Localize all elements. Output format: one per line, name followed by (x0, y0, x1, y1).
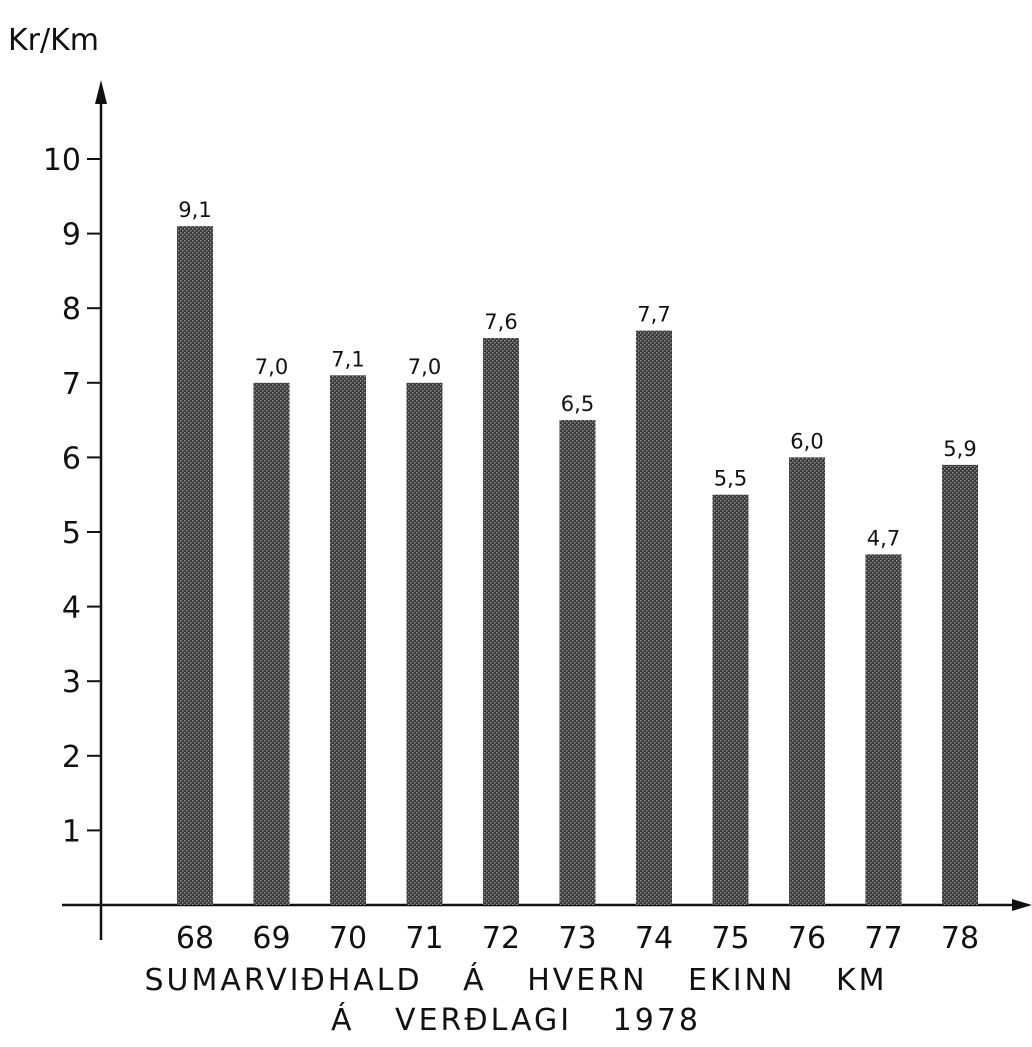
chart-caption-line2: Á VERÐLAGI 1978 (330, 1003, 701, 1038)
bar-value-label: 6,5 (561, 392, 594, 416)
bar (177, 226, 213, 905)
x-tick-label: 70 (329, 921, 367, 956)
y-tick-label: 7 (62, 367, 81, 402)
bar (712, 494, 749, 905)
bar (636, 330, 672, 906)
bar-value-label: 7,0 (255, 355, 288, 379)
bar (789, 457, 825, 905)
bar-value-label: 6,0 (790, 429, 823, 453)
x-tick-label: 71 (405, 921, 443, 956)
axes (62, 80, 1032, 940)
x-tick-label: 74 (635, 921, 673, 956)
x-tick-label: 68 (176, 921, 214, 956)
bar (330, 375, 366, 906)
bar (865, 554, 902, 905)
x-axis-arrow (1012, 899, 1032, 911)
bar-value-label: 9,1 (178, 198, 211, 222)
bars (177, 226, 978, 906)
y-tick-label: 2 (62, 740, 81, 775)
bar-value-label: 7,6 (484, 310, 517, 334)
y-tick-label: 4 (62, 591, 81, 626)
y-tick-label: 10 (43, 143, 81, 178)
x-tick-label: 73 (558, 921, 596, 956)
bar (406, 382, 443, 905)
x-tick-label: 72 (482, 921, 520, 956)
bar-value-label: 7,1 (331, 347, 364, 371)
x-tick-label: 75 (711, 921, 749, 956)
x-tick-label: 76 (788, 921, 826, 956)
bar-value-label: 7,0 (408, 355, 441, 379)
x-tick-label: 69 (252, 921, 290, 956)
y-tick-label: 3 (62, 665, 81, 700)
bar (483, 338, 519, 905)
bar (253, 382, 290, 905)
y-tick-label: 5 (62, 516, 81, 551)
bar-value-label: 5,9 (943, 437, 976, 461)
bar (942, 464, 978, 905)
bar (559, 420, 596, 905)
bar-value-label: 5,5 (714, 467, 747, 491)
y-unit-label: Kr/Km (8, 23, 99, 58)
bar-value-label: 7,7 (637, 303, 670, 327)
x-tick-label: 77 (864, 921, 902, 956)
y-axis-arrow (95, 80, 107, 104)
bar-value-label: 4,7 (867, 526, 900, 550)
x-tick-label: 78 (941, 921, 979, 956)
y-tick-label: 9 (62, 218, 81, 253)
chart-caption-line1: SUMARVIÐHALD Á HVERN EKINN KM (144, 963, 888, 998)
y-tick-label: 1 (62, 814, 81, 849)
y-tick-label: 6 (62, 441, 81, 476)
y-tick-label: 8 (62, 292, 81, 327)
labels: Kr/Km123456789109,1687,0697,1707,0717,67… (8, 23, 979, 956)
